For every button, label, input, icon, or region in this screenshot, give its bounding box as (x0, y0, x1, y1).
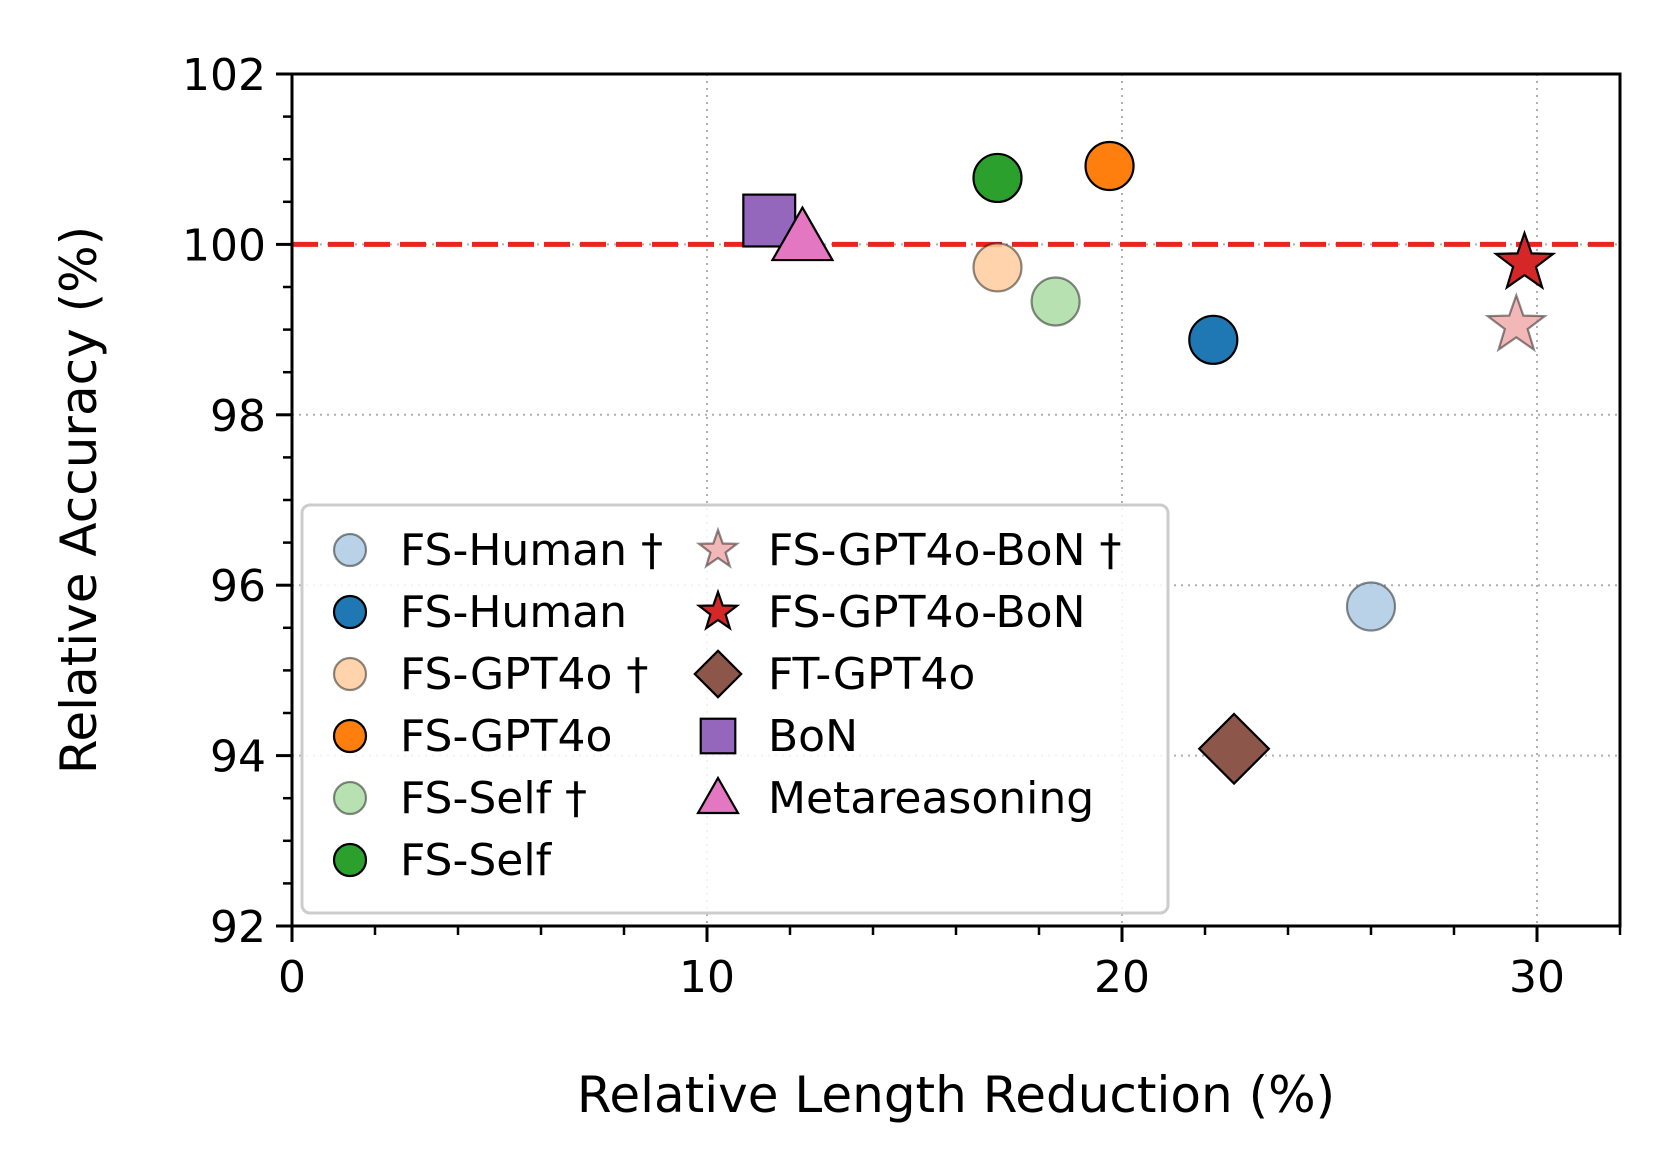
marker-7 (1492, 229, 1557, 291)
legend-label: FS-Self † (400, 773, 587, 824)
legend-entry-7: FS-GPT4o-BoN (695, 587, 1086, 638)
legend-entry-6: FS-GPT4o-BoN † (695, 525, 1122, 576)
x-axis-label: Relative Length Reduction (%) (577, 1066, 1335, 1124)
legend-box (300, 503, 1170, 915)
y-tick-label-5: 102 (182, 50, 266, 101)
legend: FS-Human † FS-Human FS-GPT4o † FS-GPT4o FS-S… (300, 503, 1170, 915)
data-point-1 (1188, 314, 1239, 365)
axis-ticks: 0 10 20 30 92 94 96 98 100 102 (182, 50, 1622, 1003)
marker-legend-3 (332, 718, 368, 754)
marker-legend-7 (695, 588, 741, 631)
marker-legend-2 (332, 656, 368, 692)
legend-label: FS-Self (400, 835, 553, 886)
data-point-0 (1345, 581, 1397, 632)
marker-legend-6 (695, 526, 741, 569)
y-axis-label: Relative Accuracy (%) (50, 226, 108, 774)
data-point-5 (972, 152, 1023, 204)
marker-legend-0 (332, 532, 368, 568)
marker-legend-1 (332, 594, 368, 630)
marker-legend-4 (332, 780, 368, 816)
y-tick-label-4: 100 (182, 220, 266, 271)
marker-3 (1084, 140, 1135, 192)
legend-entry-3: FS-GPT4o (332, 711, 612, 762)
x-tick-label-2: 20 (1094, 952, 1150, 1003)
x-tick-label-1: 10 (679, 952, 735, 1003)
marker-8 (1197, 712, 1271, 786)
grid-lines (292, 74, 1620, 926)
legend-label: Metareasoning (768, 773, 1094, 824)
legend-label: FS-GPT4o-BoN (768, 587, 1086, 638)
legend-entry-5: FS-Self (332, 835, 553, 886)
legend-label: FT-GPT4o (768, 649, 975, 700)
data-point-8 (1197, 712, 1271, 786)
data-point-6 (1484, 291, 1548, 353)
x-tick-label-3: 30 (1509, 952, 1565, 1003)
marker-0 (1345, 581, 1397, 632)
legend-entry-0: FS-Human † (332, 525, 663, 576)
legend-entry-1: FS-Human (332, 587, 627, 638)
marker-4 (1030, 276, 1081, 327)
data-point-3 (1084, 140, 1135, 192)
legend-label: FS-GPT4o (400, 711, 612, 762)
legend-label: FS-Human † (400, 525, 663, 576)
legend-label: FS-Human (400, 587, 627, 638)
marker-legend-8 (693, 649, 743, 699)
marker-6 (1484, 291, 1548, 353)
marker-10 (770, 205, 835, 262)
legend-entry-4: FS-Self † (332, 773, 587, 824)
data-points (742, 140, 1557, 786)
legend-entry-10: Metareasoning (696, 773, 1094, 824)
marker-1 (1188, 314, 1239, 365)
data-point-10 (770, 205, 835, 262)
y-tick-label-2: 96 (210, 561, 266, 612)
data-point-4 (1030, 276, 1081, 327)
y-tick-label-3: 98 (210, 391, 266, 442)
marker-legend-5 (332, 842, 368, 878)
x-tick-label-0: 0 (278, 952, 306, 1003)
marker-2 (972, 242, 1023, 293)
marker-legend-9 (699, 717, 737, 755)
data-point-2 (972, 242, 1023, 293)
legend-label: BoN (768, 711, 858, 762)
marker-legend-10 (696, 775, 740, 815)
legend-label: FS-GPT4o-BoN † (768, 525, 1122, 576)
y-tick-label-0: 92 (210, 902, 266, 953)
data-point-7 (1492, 229, 1557, 291)
legend-entry-9: BoN (699, 711, 858, 762)
y-tick-label-1: 94 (210, 732, 266, 783)
legend-entry-8: FT-GPT4o (693, 649, 975, 700)
marker-5 (972, 152, 1023, 204)
legend-label: FS-GPT4o † (400, 649, 648, 700)
legend-entry-2: FS-GPT4o † (332, 649, 648, 700)
